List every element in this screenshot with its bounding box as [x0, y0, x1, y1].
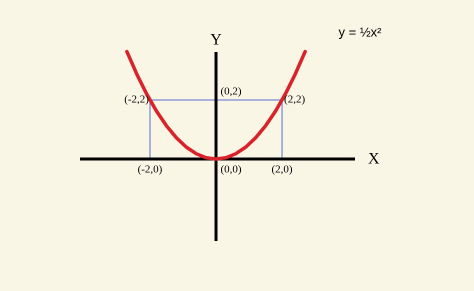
point-label: (-2,2)	[124, 94, 149, 106]
y-axis-label: Y	[210, 32, 222, 49]
point-label: (0,2)	[220, 86, 241, 98]
point-label: (0,0)	[220, 164, 241, 176]
x-axis-label: X	[368, 151, 380, 168]
point-label: (2,2)	[284, 94, 305, 106]
point-label: (2,0)	[272, 164, 293, 176]
curve	[125, 49, 307, 161]
chart-title: y = ½x²	[339, 24, 383, 39]
point-label: (-2,0)	[138, 164, 163, 176]
